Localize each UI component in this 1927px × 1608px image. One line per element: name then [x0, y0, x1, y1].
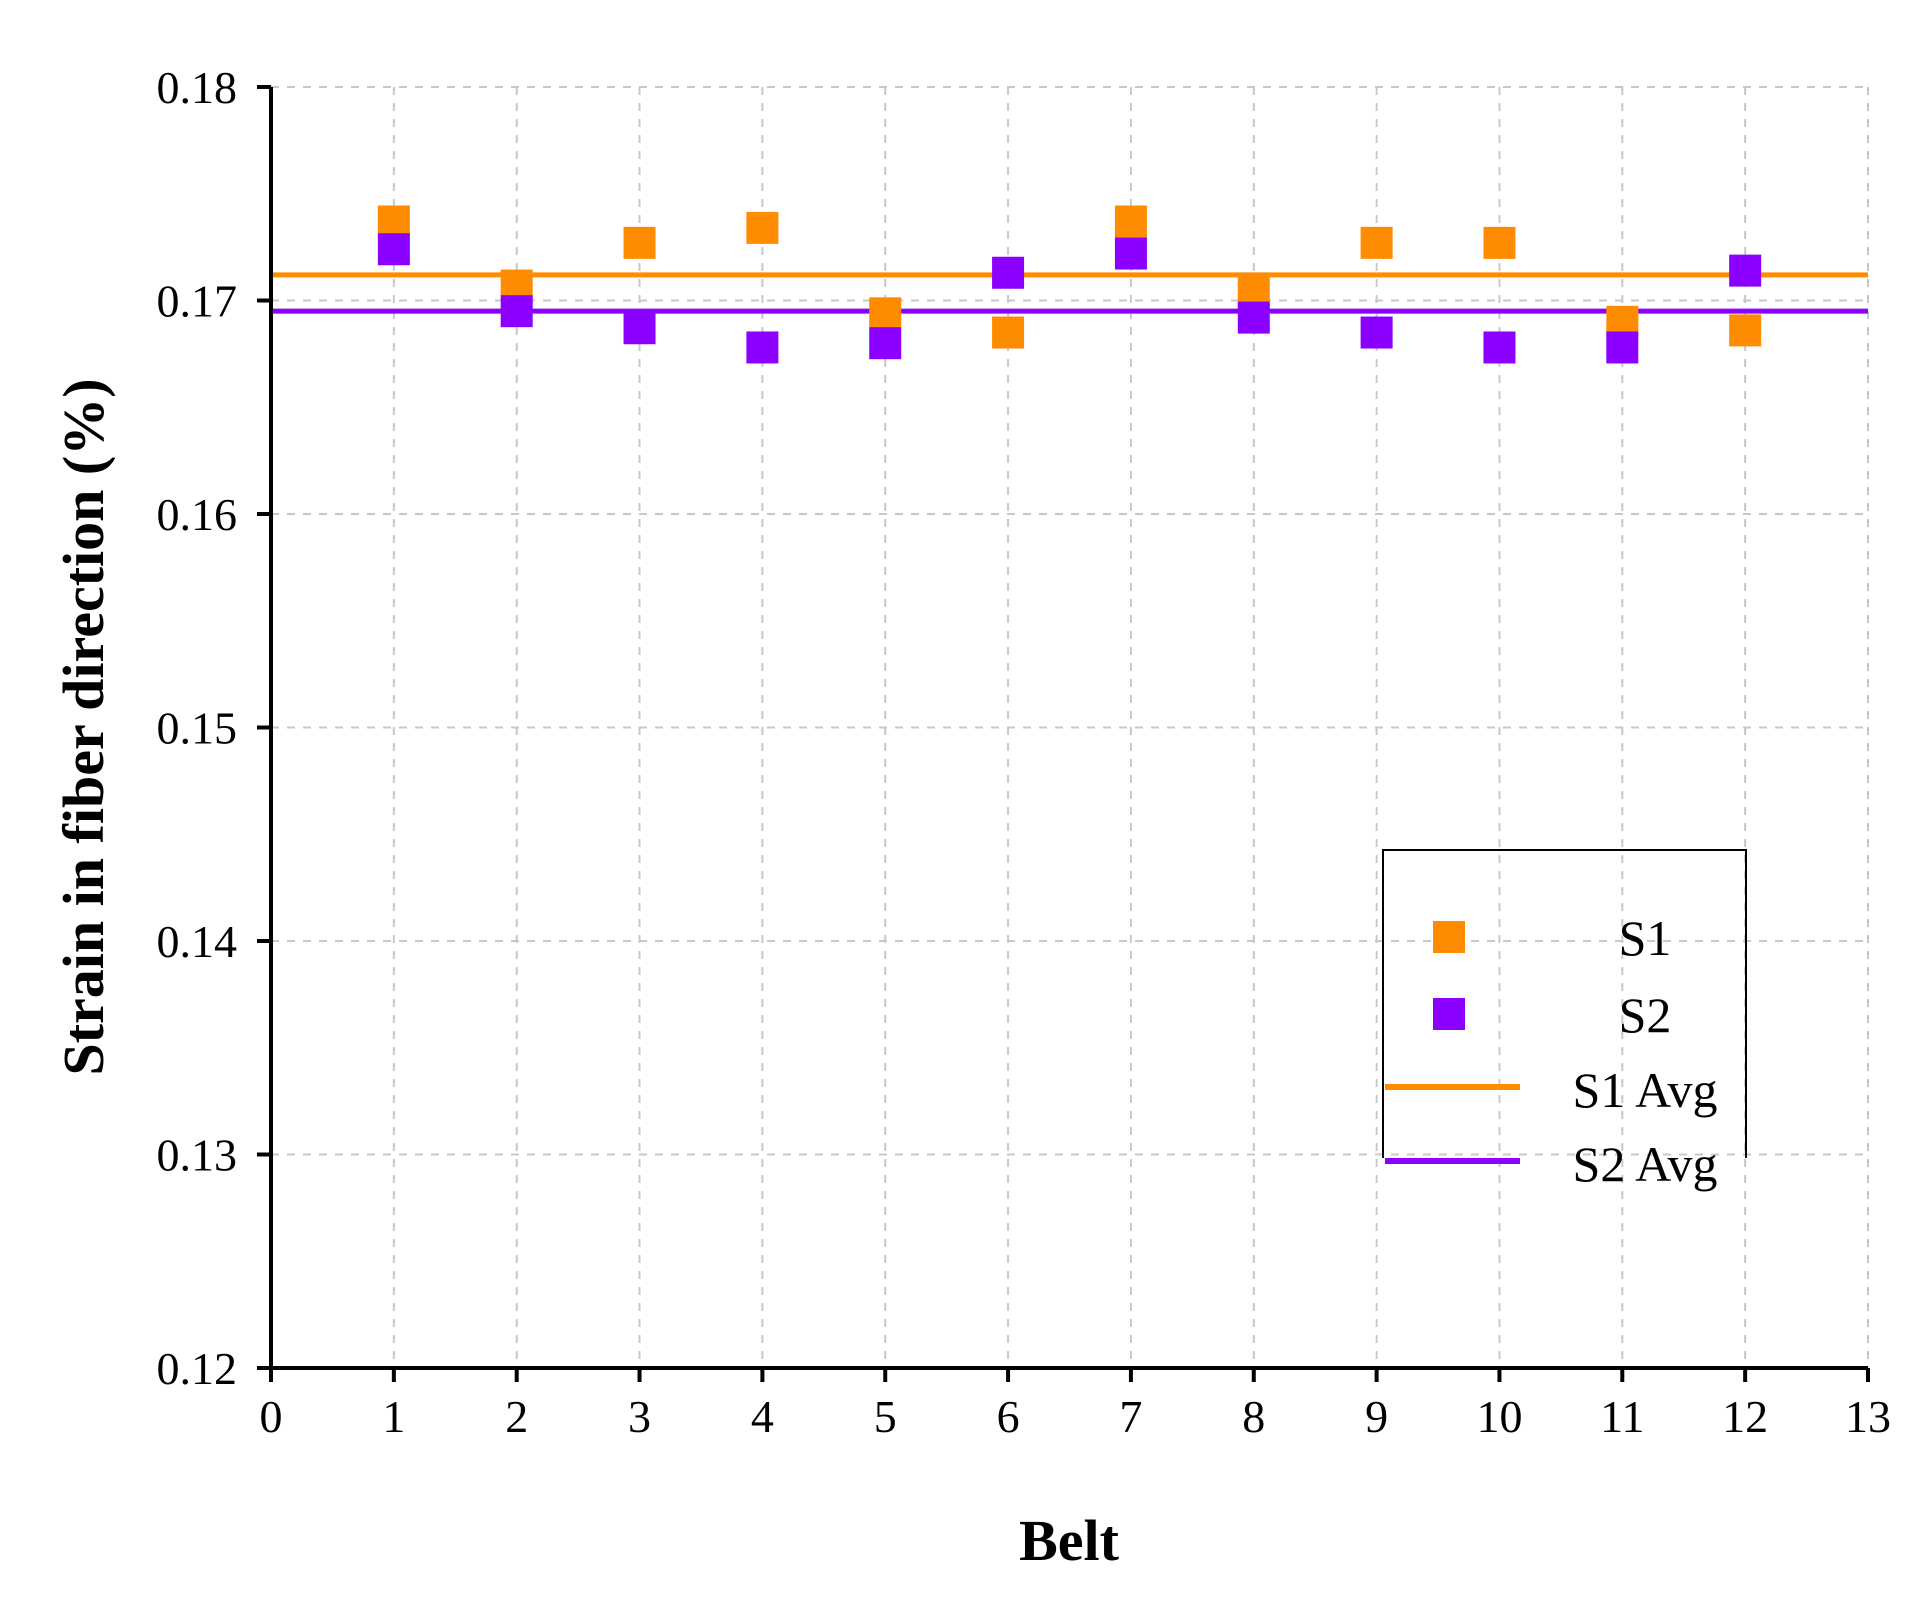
s1-point [623, 226, 656, 259]
y-tick-label: 0.12 [157, 1343, 238, 1394]
s2-point [1114, 237, 1147, 270]
x-tick-label: 2 [505, 1391, 528, 1442]
s2-point [623, 312, 656, 345]
x-tick-label: 1 [382, 1391, 405, 1442]
s2-point [869, 327, 902, 360]
y-axis-title: Strain in fiber direction (%) [51, 378, 116, 1075]
y-tick-label: 0.18 [157, 62, 238, 113]
ticks-layer: 0 1 2 3 4 5 6 7 8 9 10 11 12 130.120.130.140.150.160.… [157, 62, 1892, 1442]
y-tick-label: 0.13 [157, 1130, 238, 1181]
s1-point [869, 297, 902, 330]
legend-frame [1382, 849, 1747, 1158]
x-axis-title: Belt [1019, 1508, 1120, 1573]
legend-label-s2: S2 [1619, 987, 1672, 1043]
s1-point [1114, 205, 1147, 238]
s2-point [1237, 301, 1270, 334]
s2-point [992, 256, 1025, 289]
s1-point [377, 205, 410, 238]
legend-swatch-s2 [1433, 998, 1465, 1030]
x-tick-label: 6 [997, 1391, 1020, 1442]
s1-point [1360, 226, 1393, 259]
s1-point [992, 316, 1025, 349]
x-tick-label: 5 [874, 1391, 897, 1442]
x-tick-label: 4 [751, 1391, 774, 1442]
s2-point [1483, 331, 1516, 364]
x-tick-label: 8 [1242, 1391, 1265, 1442]
x-tick-label: 0 [260, 1391, 283, 1442]
grid-layer [271, 86, 1869, 1368]
y-tick-label: 0.17 [157, 276, 238, 327]
s2-point [1729, 254, 1762, 287]
legend-swatch-s1 [1433, 921, 1465, 953]
s2-point [377, 233, 410, 266]
s1-point [746, 211, 779, 244]
legend-label-s1-avg: S1 Avg [1573, 1062, 1718, 1118]
s2-point [1606, 331, 1639, 364]
legend: S1 S2 S1 Avg S2 Avg [1382, 849, 1747, 1192]
y-tick-label: 0.14 [157, 916, 238, 967]
x-tick-label: 11 [1600, 1391, 1644, 1442]
x-tick-label: 3 [628, 1391, 651, 1442]
y-tick-label: 0.15 [157, 703, 238, 754]
s2-point [500, 295, 533, 328]
x-tick-label: 13 [1845, 1391, 1891, 1442]
y-tick-label: 0.16 [157, 489, 238, 540]
series-layer [271, 205, 1868, 364]
x-tick-label: 10 [1476, 1391, 1522, 1442]
s2-point [746, 331, 779, 364]
x-tick-label: 12 [1722, 1391, 1768, 1442]
x-tick-label: 9 [1365, 1391, 1388, 1442]
s1-point [1483, 226, 1516, 259]
legend-label-s2-avg: S2 Avg [1573, 1136, 1718, 1192]
s1-point [1729, 314, 1762, 347]
x-tick-label: 7 [1119, 1391, 1142, 1442]
s2-point [1360, 316, 1393, 349]
legend-label-s1: S1 [1619, 910, 1672, 966]
